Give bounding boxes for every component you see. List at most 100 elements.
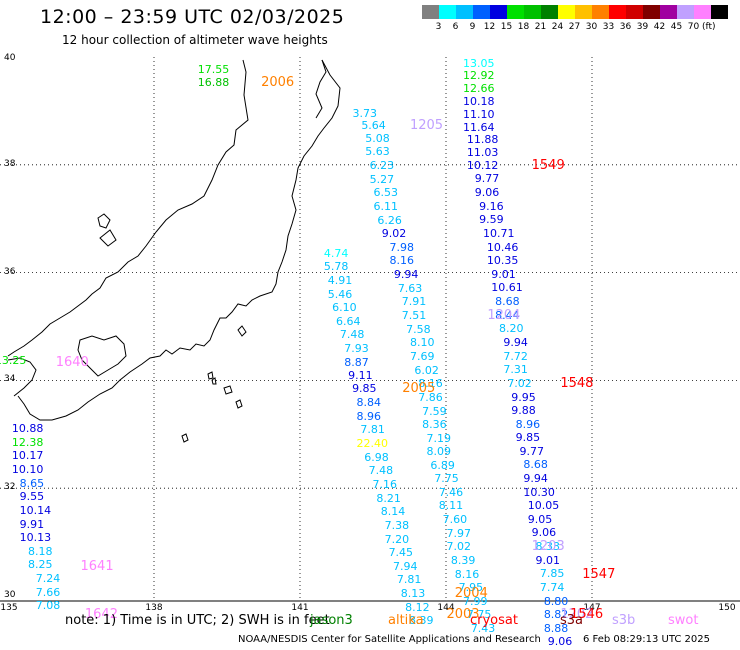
wave-height-value: 6.98: [364, 450, 389, 464]
wave-height-value: 7.38: [384, 518, 410, 532]
wave-height-value: 8.11: [438, 499, 464, 513]
colorbar-label: 42: [653, 22, 666, 32]
pass-time-label: 1548: [560, 375, 594, 391]
lat-tick-label: 30: [4, 590, 16, 600]
wave-height-value: 10.18: [463, 94, 495, 108]
wave-height-value: 8.25: [27, 558, 53, 572]
colorbar-segment: [592, 5, 609, 19]
colorbar-label: 24: [551, 22, 564, 32]
colorbar-segment: [541, 5, 558, 19]
wave-height-value: 8.88: [543, 621, 569, 635]
wave-height-value: 8.14: [380, 505, 406, 519]
wave-height-value: 9.95: [511, 390, 536, 404]
wave-height-value: 7.72: [503, 349, 528, 363]
colorbar-label: 45: [670, 22, 683, 32]
wave-height-value: 5.63: [365, 145, 390, 159]
wave-height-value: 7.94: [392, 559, 418, 573]
legend-entry-s3a: s3a: [560, 613, 584, 628]
colorbar-segment: [558, 5, 575, 19]
wave-height-value: 7.20: [384, 532, 410, 546]
wave-height-value: 9.94: [523, 471, 548, 485]
wave-height-value: 8.16: [418, 377, 443, 391]
pass-time-label: 1205: [409, 117, 444, 133]
colorbar-segment: [456, 5, 473, 19]
wave-height-value: 4.74: [323, 247, 349, 261]
wave-height-value: 6.64: [336, 314, 361, 328]
hokkaido-tip: [315, 59, 327, 119]
wave-height-value: 12.66: [463, 82, 495, 96]
wave-height-value: 6.11: [373, 199, 398, 213]
wave-height-value: 7.75: [466, 608, 492, 622]
wave-height-value: 12.38: [11, 435, 44, 449]
wave-height-value: 9.94: [503, 336, 528, 350]
colorbar-segment: [643, 5, 660, 19]
colorbar-unit: (ft): [702, 22, 716, 32]
lat-tick-label: 32: [4, 482, 16, 493]
wave-height-value: 8.12: [405, 600, 430, 614]
wave-height-value: 9.55: [19, 490, 45, 504]
wave-height-value: 9.59: [479, 213, 504, 227]
wave-height-value: 8.20: [499, 322, 524, 336]
pass-time-label: 1549: [531, 158, 565, 174]
lon-tick-label: 147: [583, 603, 601, 613]
wave-height-value: 10.13: [19, 531, 52, 545]
colorbar-label: 18: [517, 22, 530, 32]
pass-time-label: 2006: [261, 74, 295, 90]
wave-height-value: 9.01: [535, 553, 561, 567]
wave-height-value: 9.88: [511, 404, 536, 418]
wave-height-value: 9.85: [352, 382, 377, 396]
legend-entry-s3b: s3b: [612, 613, 636, 628]
colorbar-segment: [694, 5, 711, 19]
pass-time-label: 1642: [84, 607, 118, 623]
sado-island: [97, 213, 111, 229]
wave-height-value: 9.91: [19, 517, 45, 531]
wave-height-value: 10.61: [491, 281, 523, 295]
wave-height-value: 8.18: [27, 544, 53, 558]
wave-height-value: 10.35: [486, 254, 519, 268]
colorbar-segment: [609, 5, 626, 19]
wave-height-value: 9.06: [474, 185, 500, 199]
wave-height-value: 7.58: [406, 322, 431, 336]
legend-entry-jason3: jason3: [310, 613, 353, 628]
wave-height-value: 6.89: [430, 459, 455, 473]
wave-height-value: 7.08: [35, 599, 61, 613]
wave-height-value: 10.71: [482, 226, 515, 240]
kyushu-coast: [7, 357, 37, 397]
coastline: [7, 59, 341, 443]
pass-time-label: 2003: [446, 607, 480, 623]
wave-height-value: 6.10: [332, 301, 357, 315]
wave-height-value: 8.44: [495, 308, 520, 322]
lat-tick-label: 38: [4, 158, 16, 169]
lon-tick-label: 144: [437, 603, 455, 613]
wave-height-value: 8.84: [356, 396, 381, 410]
wave-height-value: 3.73: [352, 106, 378, 120]
noto-peninsula: [99, 229, 117, 247]
gridlines: [0, 57, 740, 601]
wave-height-value: 7.98: [389, 240, 415, 254]
wave-height-value: 16.88: [197, 75, 230, 89]
wave-height-value: 9.85: [515, 430, 541, 444]
wave-height-value: 7.31: [503, 363, 528, 377]
colorbar-segment: [711, 5, 728, 19]
wave-height-value: 7.75: [434, 472, 459, 486]
colorbar-label: 15: [500, 22, 513, 32]
colorbar-label: 70: [687, 22, 700, 32]
colorbar-label: 30: [585, 22, 598, 32]
wave-height-value: 8.16: [389, 254, 415, 268]
colorbar-segment: [422, 5, 439, 19]
wave-height-value: 7.59: [422, 404, 447, 418]
wave-height-value: 7.16: [372, 477, 398, 491]
footer-note: note: 1) Time is in UTC; 2) SWH is in fe…: [65, 613, 330, 628]
legend-entry-cryosat: cryosat: [470, 613, 518, 628]
pass-time-label: 1203: [531, 539, 565, 555]
wave-height-value: 8.96: [356, 409, 381, 423]
wave-height-value: 13.05: [463, 56, 495, 70]
wave-height-value: 7.85: [539, 567, 565, 581]
wave-height-value: 8.21: [376, 491, 401, 505]
wave-height-value: 7.02: [446, 540, 471, 554]
wave-height-value: 7.69: [409, 349, 435, 363]
wave-height-value: 7.43: [470, 621, 496, 635]
wave-height-value: 9.02: [381, 227, 407, 241]
small-island-4: [181, 433, 189, 443]
shikoku-coast: [77, 335, 127, 377]
